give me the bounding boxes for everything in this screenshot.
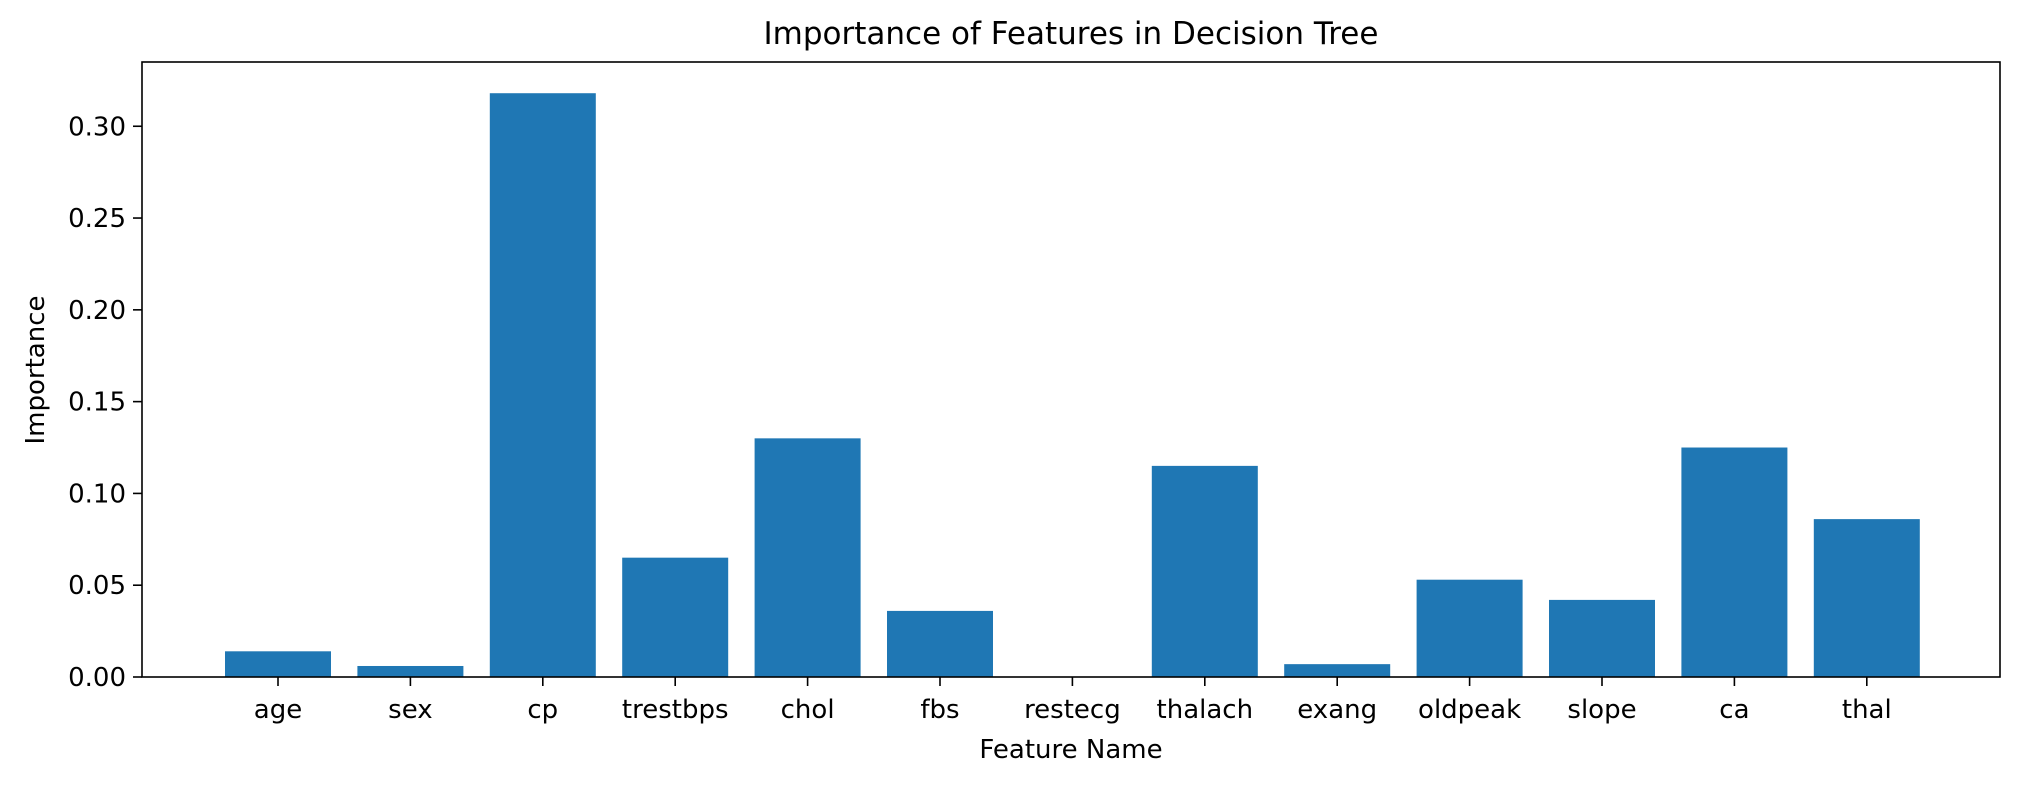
bar-trestbps [622,557,729,677]
x-tick-label: fbs [920,695,959,725]
bar-slope [1549,599,1655,677]
x-tick-label: exang [1297,695,1377,725]
x-tick-label: chol [781,695,835,725]
bar-ca [1681,447,1788,677]
x-axis-label: Feature Name [979,735,1162,765]
bar-exang [1284,664,1391,677]
bar-sex [357,665,464,677]
x-tick-label: ca [1719,695,1749,725]
bar-age [225,651,331,677]
x-tick-label: slope [1567,695,1636,725]
y-tick-label: 0.20 [68,296,126,326]
x-tick-label: trestbps [622,695,729,725]
chart-title: Importance of Features in Decision Tree [764,16,1379,52]
y-tick-label: 0.25 [68,204,126,234]
y-tick-label: 0.10 [68,479,126,509]
bar-thalach [1151,465,1258,677]
y-tick-label: 0.15 [68,388,126,418]
x-tick-label: restecg [1024,695,1121,725]
x-axis: age sex cp trestbps chol fbs restecg thalach exa… [254,677,1892,725]
bar-thal [1813,519,1920,677]
y-tick-label: 0.30 [68,112,126,142]
y-tick-label: 0.00 [68,663,126,693]
plot-frame [141,61,2001,678]
x-tick-label: thalach [1157,695,1254,725]
x-tick-label: oldpeak [1418,695,1521,725]
x-tick-label: sex [388,695,432,725]
bar-fbs [887,610,993,677]
x-tick-label: cp [527,695,558,725]
y-axis: 0.00 0.05 0.10 0.15 0.20 0.25 0.30 [68,112,142,693]
bar-chol [754,438,861,677]
bars-group [225,93,1920,677]
x-tick-label: thal [1842,695,1892,725]
x-tick-label: age [254,695,302,725]
y-tick-label: 0.05 [68,571,126,601]
bar-oldpeak [1416,579,1523,677]
y-axis-label: Importance [21,296,51,445]
bar-cp [489,93,596,677]
